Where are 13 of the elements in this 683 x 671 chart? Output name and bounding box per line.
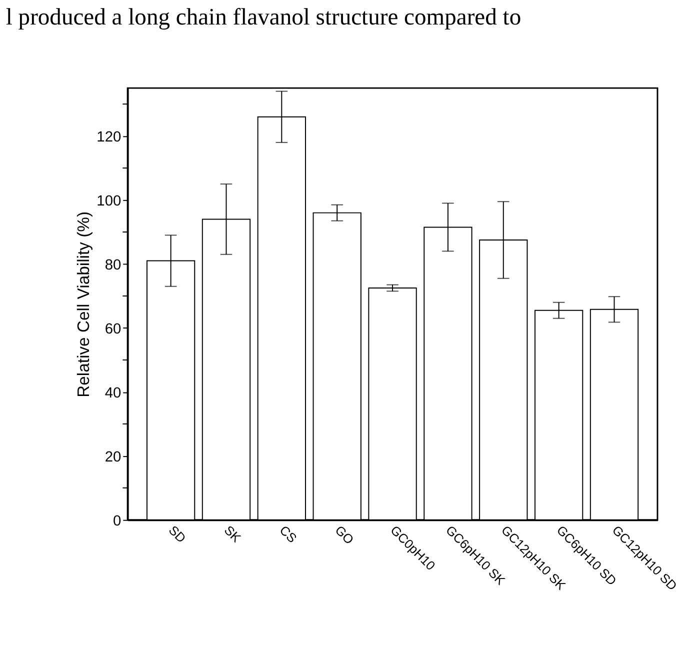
y-tick-label: 40 [104, 385, 122, 402]
y-tick-label: 120 [96, 129, 122, 146]
x-tick-label: SD [166, 522, 190, 546]
y-tick-label: 0 [113, 513, 122, 530]
y-tick-label: 100 [96, 193, 122, 210]
y-tick-label: 20 [104, 449, 122, 466]
x-tick-label: GO [332, 522, 357, 548]
text: l produced a long chain flavanol structure compared to [6, 4, 522, 30]
y-tick-label: 60 [104, 321, 122, 338]
x-tick-label: CS [276, 522, 300, 546]
x-tick-label: SK [221, 522, 244, 546]
y-axis-title: Relative Cell Viability (%) [74, 211, 93, 398]
y-tick-label: 80 [104, 257, 122, 274]
